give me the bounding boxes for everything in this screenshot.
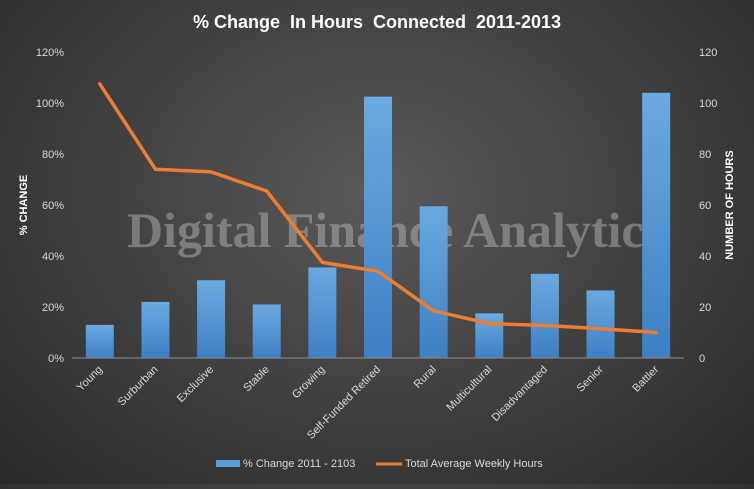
legend: % Change 2011 - 2103 Total Average Weekly…	[216, 458, 543, 470]
bar	[586, 290, 615, 358]
x-tick-label: Exclusive	[175, 364, 216, 405]
line-point	[543, 323, 547, 327]
bar-series	[85, 92, 671, 359]
bar	[308, 267, 337, 358]
y-right-tick-label: 100	[699, 98, 717, 110]
bar	[364, 96, 392, 358]
x-tick-label: Rural	[412, 364, 439, 391]
bar	[530, 273, 559, 358]
watermark-text: Digital Finance Analytics	[127, 202, 663, 258]
y-right-tick-label: 60	[699, 200, 711, 212]
bar	[642, 92, 671, 359]
x-tick-label: Young	[75, 364, 105, 394]
x-tick-label: Surburban	[116, 364, 161, 409]
y-left-tick-label: 120%	[36, 47, 64, 59]
line-point	[599, 327, 603, 331]
y-left-tick-label: 20%	[42, 302, 64, 314]
watermark-layer: Digital Finance Analytics	[127, 202, 663, 258]
legend-bar-label: % Change 2011 - 2103	[243, 458, 355, 470]
y-left-tick-label: 60%	[42, 200, 64, 212]
line-point	[320, 260, 324, 264]
bar	[252, 304, 281, 358]
bar	[419, 206, 448, 358]
y-right-tick-label: 0	[699, 353, 705, 365]
line-point	[209, 170, 213, 174]
line-series	[98, 82, 658, 335]
line-point	[153, 167, 157, 171]
y-left-tick-label: 80%	[42, 149, 64, 161]
line-point	[654, 331, 658, 334]
y-right-tick-label: 40	[699, 251, 711, 263]
legend-bar-swatch	[216, 460, 240, 467]
y-left-axis-title: % CHANGE	[18, 175, 30, 236]
line-point	[376, 269, 380, 273]
y-left-tick-label: 100%	[36, 98, 64, 110]
y-right-tick-label: 80	[699, 149, 711, 161]
x-tick-label: Battler	[630, 363, 661, 394]
y-left-tick-label: 40%	[42, 251, 64, 263]
line-point	[265, 189, 269, 193]
x-tick-label: Senior	[575, 363, 606, 394]
y-left-tick-label: 0%	[48, 353, 64, 365]
y-right-tick-label: 120	[699, 47, 717, 59]
x-tick-label: Stable	[241, 364, 272, 395]
x-tick-label: Disadvantaged	[490, 364, 550, 424]
y-right-tick-label: 20	[699, 302, 711, 314]
bar	[141, 301, 170, 358]
legend-line-label: Total Average Weekly Hours	[405, 458, 543, 470]
x-tick-label: Growing	[290, 364, 327, 401]
line-point	[487, 322, 491, 326]
bar	[85, 324, 114, 358]
y-right-axis-title: NUMBER OF HOURS	[724, 150, 736, 259]
bar	[197, 280, 226, 358]
line-point	[98, 82, 102, 86]
chart-title: % Change In Hours Connected 2011-2013	[193, 12, 561, 32]
x-tick-label: Multicultural	[444, 364, 494, 414]
line-point	[432, 309, 436, 313]
